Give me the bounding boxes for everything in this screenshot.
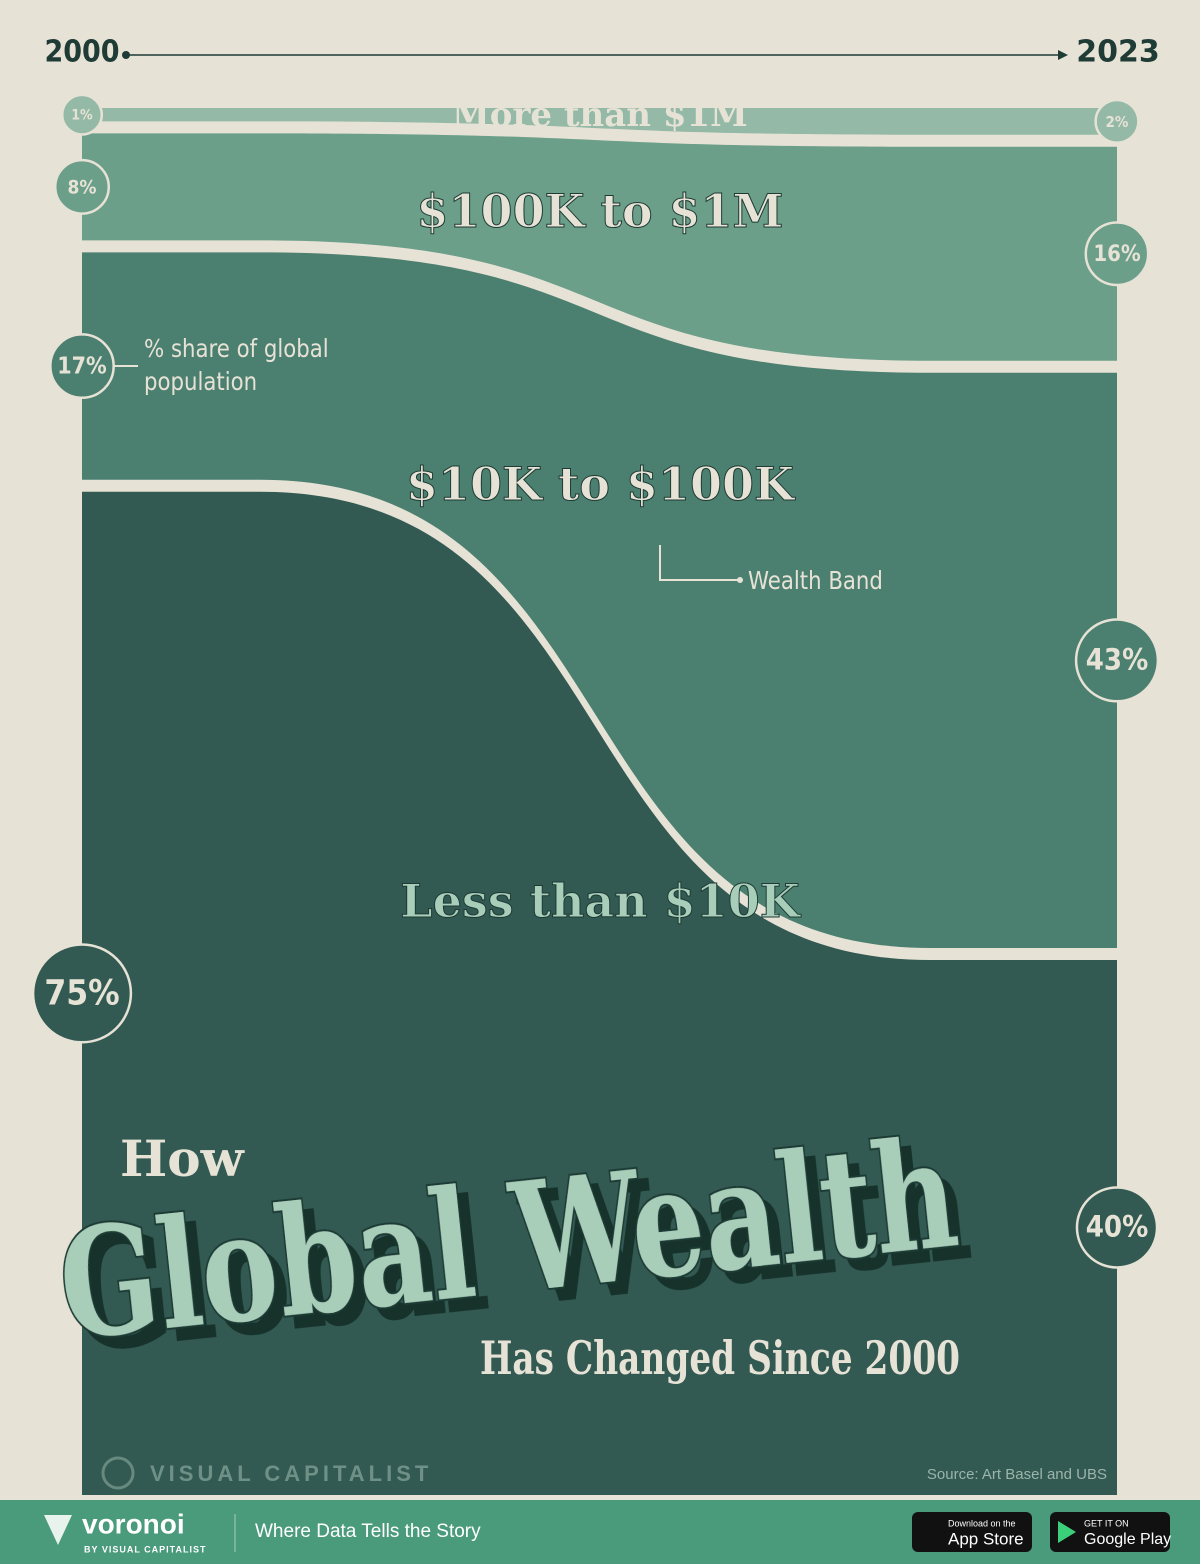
app-store-small: Download on the [948, 1518, 1016, 1528]
value-label: 17% [57, 354, 107, 380]
value-badge [31, 943, 133, 1044]
google-play-text: Google Play [1084, 1531, 1171, 1548]
footer-logo-sub: BY VISUAL CAPITALIST [84, 1544, 207, 1554]
band [82, 133, 1117, 361]
band-label: $10K to $100K [406, 457, 796, 511]
value-badge [1094, 98, 1140, 145]
annotation: Wealth Band [748, 566, 883, 595]
app-store-text: App Store [948, 1529, 1024, 1548]
tagline: Where Data Tells the Story [255, 1521, 481, 1542]
value-badge [49, 333, 115, 400]
value-badge [60, 93, 104, 136]
axis-arrow [1058, 50, 1068, 60]
band-label: Less than $10K [400, 874, 801, 928]
value-label: 43% [1086, 642, 1148, 676]
value-label: 2% [1106, 113, 1129, 131]
band [82, 108, 1117, 135]
brand: VISUAL CAPITALIST [150, 1461, 432, 1486]
footer-logo-icon [44, 1515, 72, 1545]
annotation: % share of global population [144, 334, 329, 396]
leader-dot [737, 577, 743, 583]
brand-icon [101, 1456, 135, 1490]
value-label: 1% [71, 108, 93, 124]
leader [659, 545, 738, 581]
band [82, 491, 1117, 1495]
google-play-small: GET IT ON [1084, 1518, 1129, 1528]
x-label: 2000 [44, 35, 119, 70]
value-badge [1084, 221, 1150, 287]
band-label: $100K to $1M [417, 184, 784, 238]
app-store-button[interactable] [912, 1512, 1032, 1552]
google-play-button[interactable] [1050, 1512, 1170, 1552]
value-badge [1074, 618, 1160, 703]
value-label: 40% [1086, 1209, 1148, 1243]
value-badge [1075, 1186, 1159, 1269]
band-label: More than $1M [452, 95, 748, 135]
title-line: Has Changed Since 2000 [480, 1331, 960, 1385]
value-label: 8% [67, 176, 96, 198]
play-icon [1058, 1521, 1076, 1543]
x-label: 2023 [1076, 35, 1160, 70]
footer-logo: voronoi [82, 1508, 185, 1539]
value-label: 75% [44, 973, 119, 1013]
value-label: 16% [1093, 242, 1141, 267]
band [82, 252, 1117, 948]
source: Source: Art Basel and UBS [927, 1466, 1107, 1483]
title-line: How [120, 1129, 246, 1188]
value-badge [54, 158, 110, 215]
